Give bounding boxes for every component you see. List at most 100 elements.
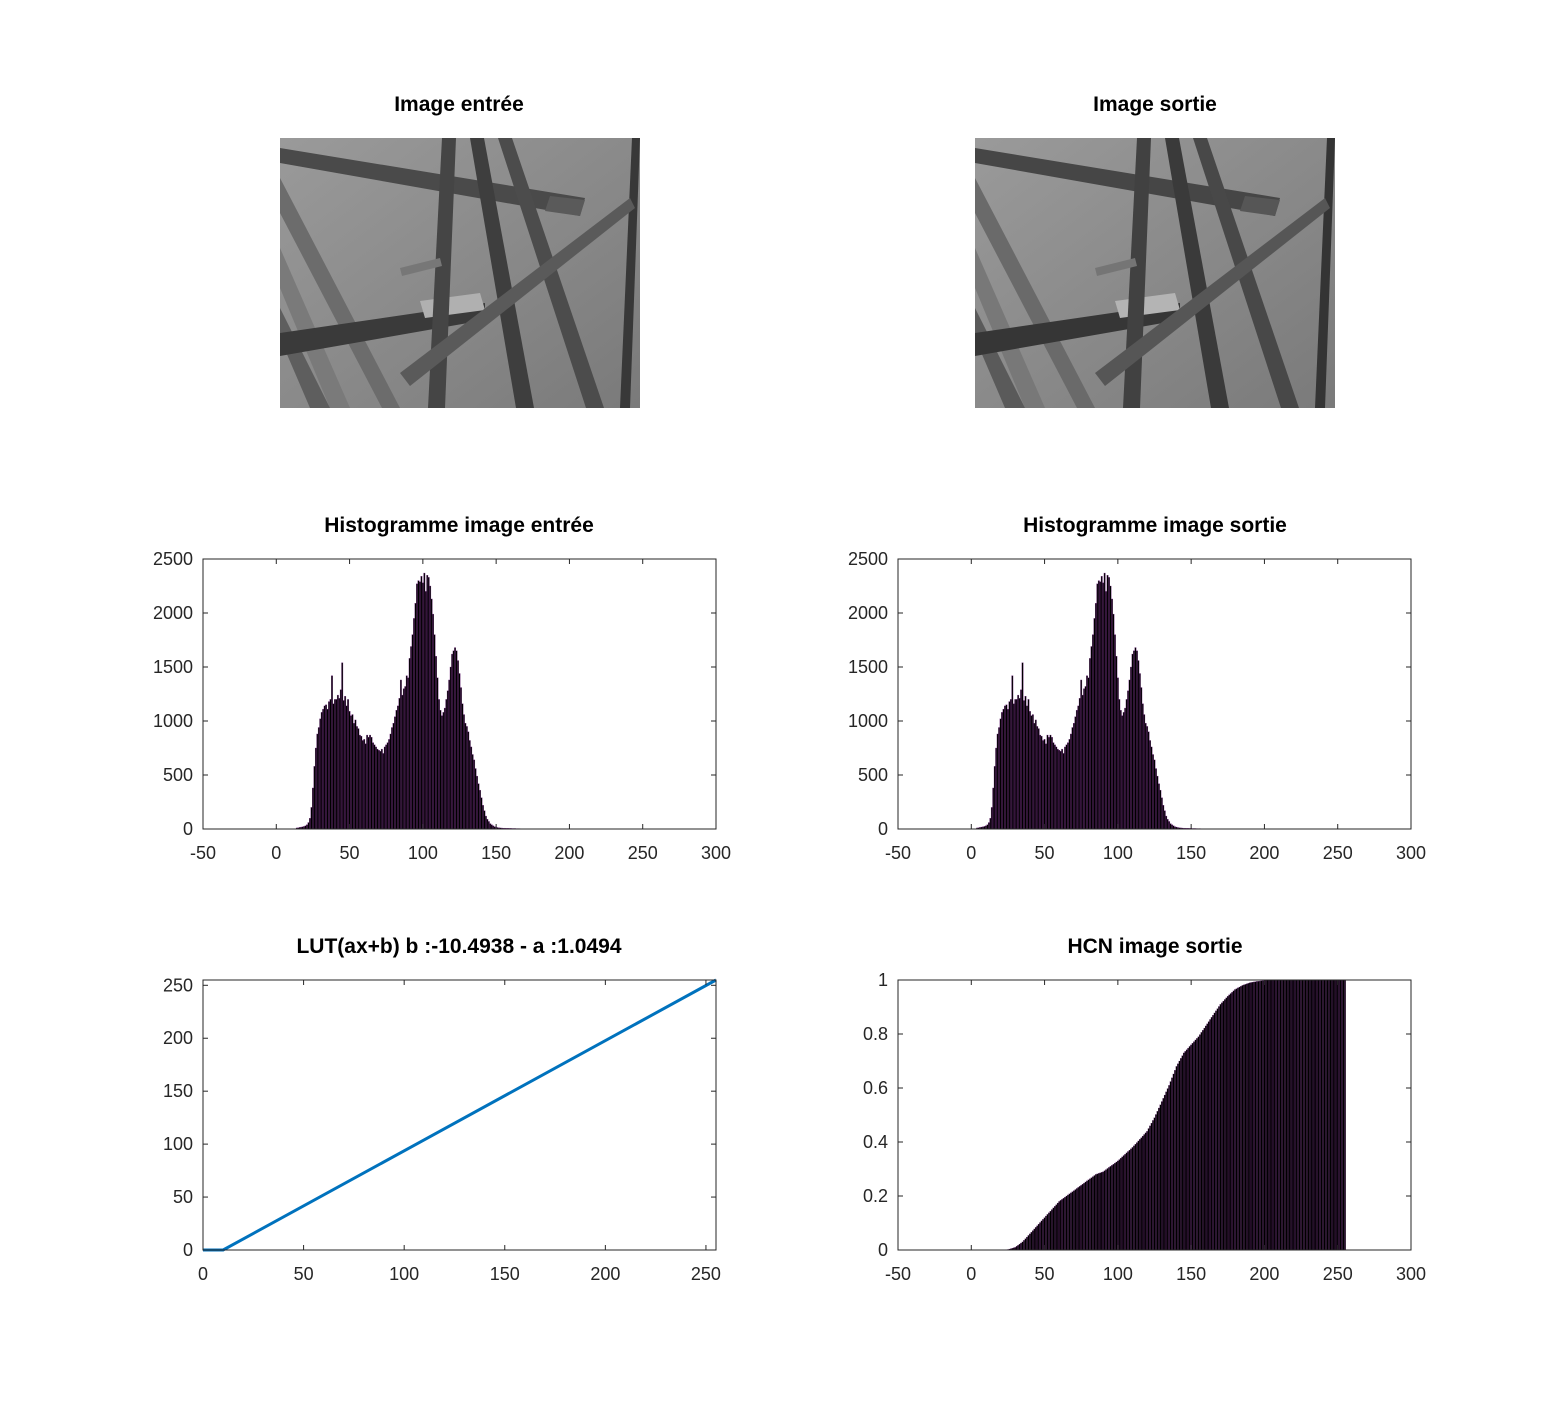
- histogram-bar: [385, 744, 388, 830]
- hcn-bar: [1314, 979, 1317, 1251]
- hcn-chart: -50 0 50 100 150 200 250 300 0 0.2 0.4 0.6 0.8 1: [863, 970, 1426, 1284]
- histogram-bar: [992, 787, 995, 830]
- y-tick-label: 1: [878, 970, 888, 990]
- histogram-bar: [376, 748, 379, 830]
- histogram-bar: [1020, 689, 1023, 830]
- hcn-bar: [1278, 979, 1280, 1251]
- hcn-bar: [1150, 1122, 1153, 1251]
- x-tick-label: 50: [340, 843, 360, 863]
- histogram-bar: [1138, 673, 1141, 830]
- x-tick-label: 150: [490, 1264, 520, 1284]
- histogram-bar: [344, 696, 347, 830]
- hcn-bar: [1273, 979, 1276, 1251]
- histogram-bar: [474, 768, 477, 830]
- y-tick-label: 0.2: [863, 1186, 888, 1206]
- hcn-bar: [1281, 979, 1283, 1251]
- histogram-bar: [427, 577, 430, 830]
- hcn-bar: [1087, 1179, 1090, 1251]
- histogram-bar: [1046, 734, 1049, 830]
- hcn-bar: [1168, 1085, 1170, 1251]
- x-tick-label: 50: [1035, 843, 1055, 863]
- lut-chart: 0 50 100 150 200 250 0 50 100 150 200 250: [163, 975, 721, 1284]
- hcn-bar: [1323, 979, 1326, 1251]
- histogram-bar: [1042, 740, 1044, 830]
- histogram-bar: [363, 739, 366, 830]
- hcn-bar: [1329, 979, 1332, 1251]
- histogram-bar: [1053, 744, 1056, 830]
- hcn-bar: [1338, 979, 1341, 1251]
- histogram-bar: [360, 735, 363, 830]
- hcn-bar: [1234, 989, 1236, 1251]
- histogram-bar: [399, 679, 402, 830]
- histogram-bar: [464, 723, 467, 830]
- hcn-bar: [1095, 1174, 1097, 1251]
- histogram-bar: [1005, 704, 1008, 830]
- histogram-bar: [998, 727, 1001, 830]
- histogram-bar: [1158, 783, 1160, 830]
- histogram-bar: [1009, 699, 1012, 830]
- hcn-bar: [1093, 1175, 1096, 1251]
- hcn-bar: [1265, 980, 1267, 1251]
- histogram-bar: [1119, 710, 1122, 830]
- hcn-bar: [1288, 979, 1291, 1251]
- histogram-bar: [1018, 698, 1021, 830]
- histogram-bar: [383, 746, 386, 830]
- hcn-bar: [1077, 1187, 1080, 1251]
- x-tick-label: 200: [1249, 843, 1279, 863]
- x-tick-label: 100: [389, 1264, 419, 1284]
- histogram-bar: [1070, 733, 1072, 830]
- histogram-bar: [323, 705, 326, 830]
- histogram-bar: [366, 734, 369, 830]
- histogram-bar: [416, 583, 418, 830]
- hcn-bar: [1124, 1154, 1127, 1251]
- histogram-bar: [429, 585, 432, 830]
- hcn-bar: [1191, 1043, 1194, 1251]
- histogram-bar: [461, 703, 464, 830]
- histogram-bar: [397, 705, 399, 830]
- title-histogramme-entree: Histogramme image entrée: [324, 514, 594, 537]
- histogram-bar: [1001, 712, 1003, 830]
- hcn-bar: [1309, 979, 1311, 1251]
- histogram-bar: [449, 666, 452, 830]
- hcn-bar: [1102, 1171, 1105, 1251]
- histogram-bar: [369, 734, 371, 830]
- x-tick-label: -50: [885, 1264, 911, 1284]
- hcn-bar: [1188, 1046, 1191, 1251]
- histogram-bar: [357, 728, 360, 830]
- histogram-bar: [1152, 754, 1154, 830]
- histogram-bar: [1102, 582, 1105, 830]
- histogram-bar: [1112, 613, 1115, 830]
- histogram-bar: [361, 740, 364, 830]
- histogram-bar: [1163, 810, 1166, 830]
- histogram-bar: [1168, 821, 1171, 830]
- hcn-bar: [1292, 979, 1295, 1251]
- hcn-bar: [1328, 979, 1330, 1251]
- histogram-bar: [999, 718, 1002, 830]
- x-tick-label: 200: [554, 843, 584, 863]
- hcn-bar: [1300, 979, 1302, 1251]
- histogram-output-chart: -50 0 50 100 150 200 250 300 0 500 1000 1500 2000 250…: [848, 549, 1426, 863]
- histogram-bar: [1169, 823, 1172, 830]
- histogram-bar: [1140, 687, 1143, 830]
- histogram-bar: [432, 613, 434, 830]
- histogram-bar: [382, 753, 385, 830]
- hcn-bar: [1263, 980, 1266, 1251]
- histogram-bar: [1147, 731, 1150, 830]
- title-image-sortie: Image sortie: [1093, 93, 1217, 116]
- histogram-bar: [1144, 723, 1147, 830]
- hcn-bar: [1106, 1168, 1109, 1251]
- hcn-bar: [1067, 1194, 1069, 1251]
- hcn-bar: [1193, 1041, 1195, 1251]
- hcn-bar: [1084, 1181, 1087, 1251]
- x-tick-label: -50: [190, 843, 216, 863]
- histogram-bar: [326, 708, 329, 830]
- hcn-bar: [1105, 1169, 1107, 1251]
- histogram-bar: [325, 704, 328, 830]
- hcn-bar: [1109, 1166, 1112, 1251]
- y-tick-label: 1500: [848, 657, 888, 677]
- hcn-bar: [1175, 1066, 1178, 1251]
- histogram-bar: [367, 737, 370, 830]
- hcn-bar: [1275, 979, 1277, 1251]
- hcn-bar: [1027, 1235, 1030, 1251]
- hcn-bar: [1021, 1241, 1024, 1251]
